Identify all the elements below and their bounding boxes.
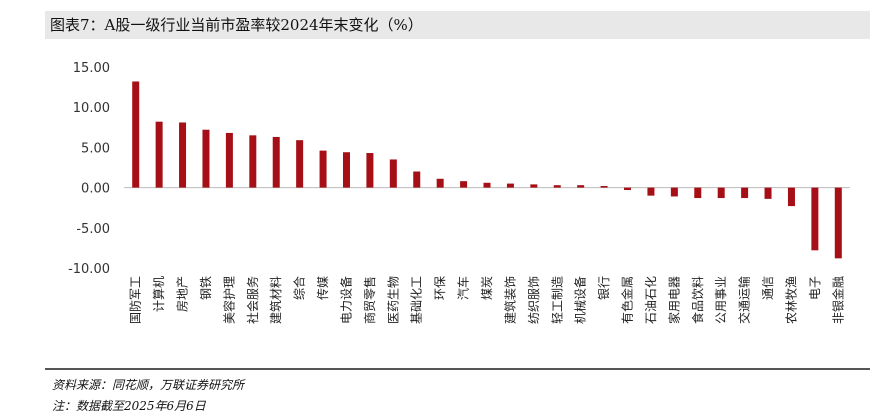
bar: [296, 140, 304, 188]
x-tick-label: 有色金属: [620, 276, 635, 324]
y-tick-label: -10.00: [68, 262, 110, 277]
bar: [155, 121, 163, 188]
x-tick-label: 电子: [808, 276, 822, 300]
bar: [319, 150, 327, 188]
bar: [389, 159, 397, 188]
x-tick-label: 机械设备: [573, 276, 588, 324]
bar: [577, 185, 585, 188]
bar: [600, 185, 608, 188]
x-tick-label: 建筑装饰: [502, 276, 517, 324]
x-tick-label: 环保: [433, 276, 447, 300]
bar: [647, 187, 655, 196]
x-tick-label: 房地产: [175, 276, 190, 312]
bar: [506, 183, 514, 188]
x-tick-label: 社会服务: [245, 276, 260, 324]
y-tick-label: 5.00: [81, 141, 110, 156]
date-note: 注：数据截至2025年6月6日: [52, 399, 206, 413]
x-tick-label: 传媒: [315, 276, 330, 300]
x-tick-label: 家用电器: [666, 276, 681, 324]
y-tick-label: 0.00: [81, 182, 110, 197]
bar: [530, 184, 538, 188]
bar: [741, 187, 749, 199]
x-tick-label: 银行: [597, 276, 611, 300]
bar: [624, 187, 632, 191]
x-tick-label: 国防军工: [128, 276, 143, 324]
y-tick-label: 15.00: [73, 61, 110, 76]
bar: [460, 181, 468, 188]
x-tick-label: 纺织服饰: [527, 276, 541, 324]
bar: [811, 187, 819, 251]
x-tick-label: 综合: [292, 276, 307, 300]
x-tick-label: 石油石化: [644, 276, 658, 324]
bar: [272, 136, 280, 188]
x-tick-label: 美容护理: [221, 276, 236, 324]
bar: [764, 187, 772, 199]
bar: [225, 132, 233, 188]
x-tick-label: 汽车: [456, 276, 471, 300]
bars: [132, 81, 842, 259]
x-tick-label: 计算机: [151, 276, 166, 312]
y-tick-label: -5.00: [76, 222, 110, 237]
y-tick-label: 10.00: [73, 101, 110, 116]
x-tick-label: 轻工制造: [550, 276, 564, 324]
bar: [787, 187, 795, 207]
x-tick-label: 基础化工: [410, 276, 424, 324]
x-tick-label: 电力设备: [339, 276, 353, 324]
x-tick-label: 公用事业: [714, 276, 728, 324]
bottom-rule: [45, 368, 870, 370]
x-tick-label: 商贸零售: [362, 276, 377, 324]
bar: [342, 152, 350, 188]
bar: [202, 129, 210, 188]
x-tick-label: 建筑材料: [268, 276, 283, 324]
source-note: 资料来源：同花顺，万联证券研究所: [52, 378, 245, 392]
bar-chart: 15.00 10.00 5.00 0.00 -5.00 -10.00 国防军工 计算机 房地产…: [68, 61, 850, 324]
x-tick-label: 钢铁: [199, 276, 213, 300]
x-tick-label: 通信: [761, 276, 775, 300]
x-tick-label: 非银金融: [830, 276, 845, 324]
category-labels: 国防军工 计算机 房地产 钢铁 美容护理 社会服务 建筑材料 综合 传媒 电力设备 商贸零售 医药生物…: [128, 276, 846, 324]
bar: [179, 122, 187, 188]
bar: [834, 187, 842, 259]
bar: [366, 153, 374, 188]
x-tick-label: 食品饮料: [690, 276, 705, 324]
bar: [132, 81, 140, 188]
bar: [483, 182, 491, 188]
chart-title: 图表7：A股一级行业当前市盈率较2024年末变化（%）: [50, 16, 423, 34]
y-axis: 15.00 10.00 5.00 0.00 -5.00 -10.00: [68, 61, 850, 277]
bar: [436, 178, 444, 188]
x-tick-label: 交通运输: [737, 276, 752, 324]
x-tick-label: 煤炭: [480, 276, 494, 300]
x-tick-label: 医药生物: [386, 276, 400, 324]
bar: [694, 187, 702, 199]
bar: [670, 187, 678, 197]
title-bar: [45, 11, 870, 39]
bar: [717, 187, 725, 199]
bar: [249, 135, 257, 188]
bar: [413, 171, 421, 188]
bar: [553, 185, 561, 188]
x-tick-label: 农林牧渔: [784, 276, 798, 324]
